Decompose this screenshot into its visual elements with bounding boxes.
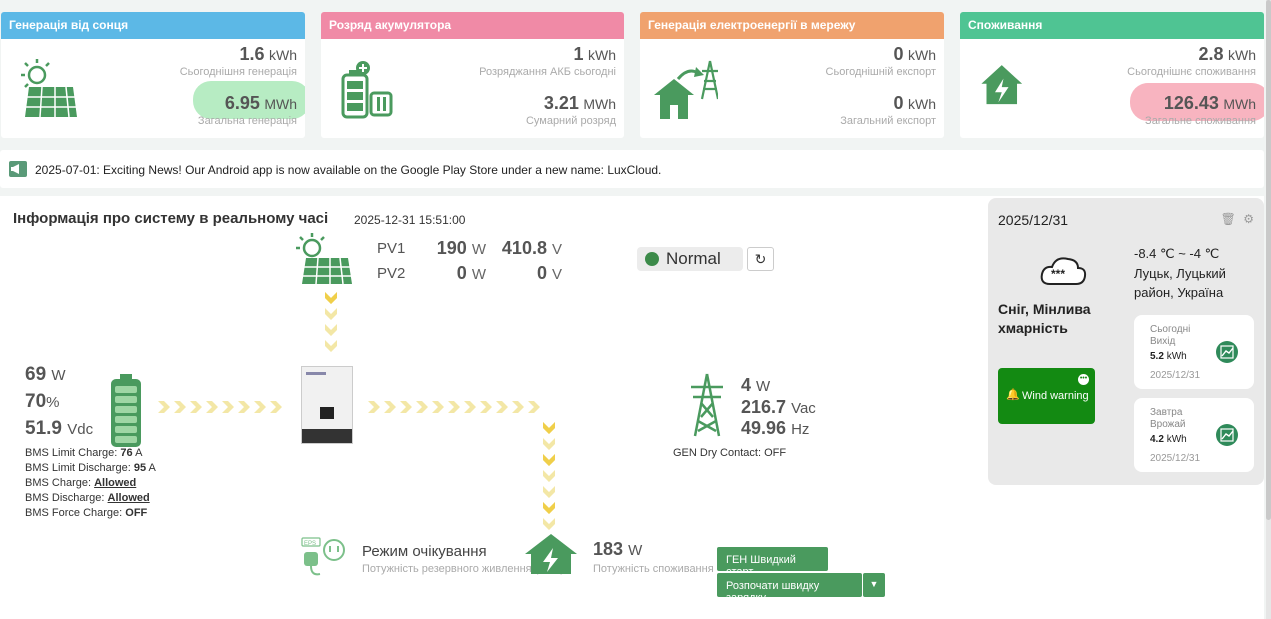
load-flow-arrow: [543, 422, 555, 530]
page-title: Інформація про систему в реальному часі: [13, 210, 329, 227]
inverter-device[interactable]: [301, 366, 353, 444]
bms-charge: BMS Charge: Allowed: [25, 477, 137, 489]
snow-cloud-icon: ***: [1040, 257, 1087, 285]
total-consumption-highlight: [1130, 83, 1264, 121]
chevron-down-icon: ▼: [869, 579, 879, 589]
trash-icon[interactable]: 🗑: [1220, 212, 1236, 226]
load-subtitle: Потужність споживання: [593, 563, 714, 575]
eps-plug-label: EPS: [304, 541, 316, 547]
solar-card: Генерація від сонця 1.6 kWh Сьогоднішня …: [1, 12, 305, 138]
megaphone-icon: [9, 161, 27, 177]
status-dot: [645, 252, 659, 266]
battery-card: Розряд акумулятора 1 kWh Розряджання АКБ…: [321, 12, 624, 138]
pv2-label: PV2: [377, 265, 406, 282]
load-power: 183 W: [593, 539, 643, 559]
house-grid-icon: [654, 60, 718, 119]
total-generation-highlight: [193, 81, 305, 119]
card-title: Генерація від сонця: [1, 12, 305, 39]
pv1-voltage: 410.8 V: [501, 238, 562, 258]
gen-dry-contact: GEN Dry Contact: OFF: [673, 447, 787, 459]
battery-voltage: 51.9 Vdc: [25, 418, 94, 439]
battery-flow-arrow: [158, 401, 282, 413]
refresh-button[interactable]: ↻: [747, 247, 774, 271]
total-export: 0 kWh Загальний експорт: [840, 93, 936, 127]
eps-title: Режим очікування: [362, 543, 487, 560]
alert-text: Wind warning: [1022, 390, 1089, 402]
grid-tower-icon: [691, 373, 723, 437]
weather-location: Луцьк, Луцький район, Україна: [1134, 266, 1226, 300]
forecast-date: 2025/12/31: [1150, 453, 1201, 464]
status-badge: Normal: [637, 247, 743, 271]
pv1-label: PV1: [377, 240, 406, 257]
forecast-value: 4.2 kWh: [1150, 434, 1187, 445]
scrollbar[interactable]: [1266, 0, 1271, 619]
chart-icon[interactable]: [1216, 424, 1238, 446]
more-icon[interactable]: •••: [1078, 374, 1089, 385]
battery-discharge-icon: [341, 61, 393, 119]
bell-icon: 🔔: [1006, 389, 1020, 401]
today-generation: 1.6 kWh Сьогоднішня генерація: [179, 44, 297, 78]
total-generation: 6.95 MWh Загальна генерація: [197, 93, 297, 127]
grid-frequency: 49.96 Hz: [741, 418, 810, 438]
total-consumption: 126.43 MWh Загальне споживання: [1145, 93, 1256, 127]
grid-voltage: 216.7 Vac: [741, 397, 816, 417]
solar-array-icon: [296, 233, 352, 285]
house-power-icon: [981, 65, 1023, 105]
weather-panel: 2025/12/31 🗑 ⚙ *** -8.4 ℃ ~ -4 ℃ Луцьк, …: [988, 198, 1264, 485]
today-export: 0 kWh Сьогоднішній експорт: [825, 44, 936, 78]
forecast-label: Сьогодні Вихід: [1150, 324, 1191, 347]
solar-panel-icon: [21, 59, 77, 118]
pv2-power: 0 W: [456, 263, 486, 283]
forecast-label: Завтра Врожай: [1150, 407, 1186, 430]
quick-charge-dropdown[interactable]: ▼: [863, 573, 885, 597]
bms-limit-charge: BMS Limit Charge: 76 A: [25, 447, 143, 459]
status-text: Normal: [666, 249, 721, 268]
grid-export-card: Генерація електроенергії в мережу 0 kWh …: [640, 12, 944, 138]
inverter-flow-arrow: [368, 401, 540, 413]
wind-warning-alert[interactable]: 🔔 ••• Wind warning: [998, 368, 1095, 424]
realtime-panel: Інформація про систему в реальному часі …: [0, 196, 1264, 619]
today-discharge: 1 kWh Розряджання АКБ сьогодні: [479, 44, 616, 78]
card-title: Споживання: [960, 12, 1264, 39]
total-discharge: 3.21 MWh Сумарний розряд: [525, 93, 616, 127]
battery-soc: 70%: [25, 391, 60, 412]
grid-power: 4 W: [741, 375, 771, 395]
card-title: Розряд акумулятора: [321, 12, 624, 39]
consumption-card: Споживання 2.8 kWh Сьогоднішнє споживанн…: [960, 12, 1264, 138]
bms-limit-discharge: BMS Limit Discharge: 95 A: [25, 462, 156, 474]
weather-description: Сніг, Мінлива хмарність: [998, 301, 1091, 336]
weather-date: 2025/12/31: [998, 212, 1069, 228]
quick-charge-button[interactable]: Розпочати швидку зарядку: [717, 573, 862, 604]
house-load-icon: [525, 534, 577, 574]
gear-icon[interactable]: ⚙: [1243, 212, 1254, 226]
pv2-voltage: 0 V: [536, 263, 562, 283]
weather-temperature: -8.4 ℃ ~ -4 ℃: [1134, 246, 1220, 261]
news-bar: 2025-07-01: Exciting News! Our Android a…: [0, 150, 1264, 188]
eps-subtitle: Потужність резервного живлення (EPS): [362, 563, 565, 575]
pv-flow-arrow: [325, 292, 337, 352]
battery-power: 69 W: [25, 364, 66, 385]
today-consumption: 2.8 kWh Сьогоднішнє споживання: [1127, 44, 1256, 78]
card-title: Генерація електроенергії в мережу: [640, 12, 944, 39]
svg-text:***: ***: [1051, 267, 1065, 281]
forecast-value: 5.2 kWh: [1150, 351, 1187, 362]
forecast-today-card: Сьогодні Вихід 5.2 kWh 2025/12/31: [1134, 315, 1254, 389]
bms-force-charge: BMS Force Charge: OFF: [25, 507, 148, 519]
battery-icon: [111, 374, 141, 447]
chart-icon[interactable]: [1216, 341, 1238, 363]
pv1-power: 190 W: [436, 238, 486, 258]
forecast-tomorrow-card: Завтра Врожай 4.2 kWh 2025/12/31: [1134, 398, 1254, 472]
gen-quick-start-button[interactable]: ГЕН Швидкий старт: [717, 547, 828, 578]
forecast-date: 2025/12/31: [1150, 370, 1201, 381]
inverter-screen: [320, 407, 334, 419]
news-text[interactable]: 2025-07-01: Exciting News! Our Android a…: [35, 163, 662, 177]
timestamp: 2025-12-31 15:51:00: [354, 213, 466, 227]
eps-socket-icon: EPS: [301, 537, 345, 576]
bms-discharge: BMS Discharge: Allowed: [25, 492, 150, 504]
